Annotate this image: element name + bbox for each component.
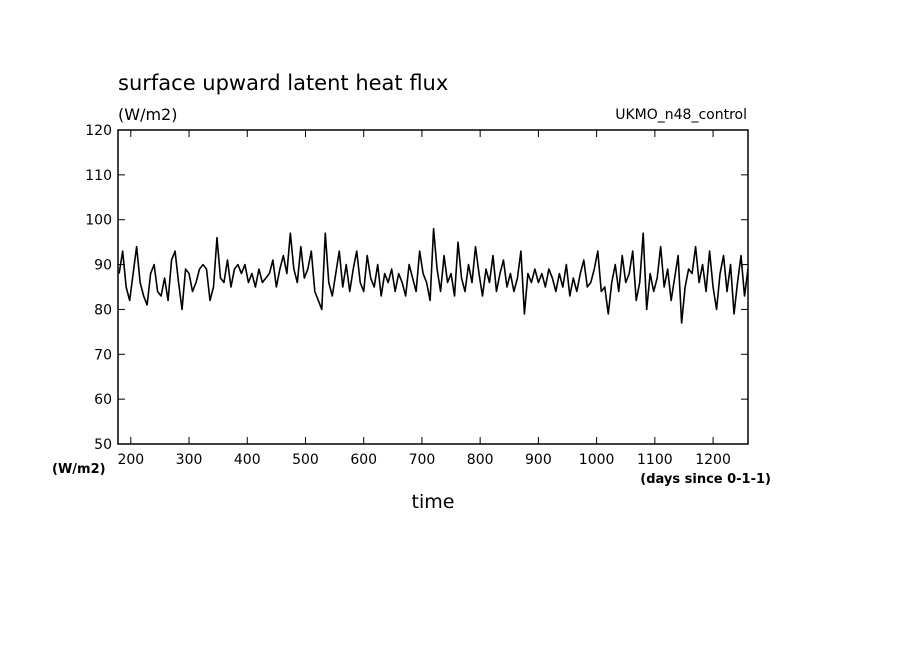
subtitle: UKMO_n48_control bbox=[615, 107, 747, 123]
y-tick-label: 70 bbox=[94, 347, 112, 363]
y-tick-label: 50 bbox=[94, 437, 112, 453]
x-tick-label: 800 bbox=[467, 452, 494, 468]
x-tick-label: 200 bbox=[117, 452, 144, 468]
x-units-label: (days since 0-1-1) bbox=[640, 472, 771, 487]
y-tick-label: 60 bbox=[94, 392, 112, 408]
x-tick-label: 1000 bbox=[579, 452, 615, 468]
plot-frame bbox=[117, 129, 749, 445]
x-axis-label: time bbox=[412, 491, 455, 513]
units-label: (W/m2) bbox=[118, 105, 177, 124]
data-line bbox=[118, 227, 749, 324]
x-tick-label: 300 bbox=[176, 452, 203, 468]
y-axis-label: (W/m2) bbox=[52, 462, 106, 477]
x-tick-label: 1100 bbox=[637, 452, 673, 468]
y-tick-label: 110 bbox=[85, 168, 112, 184]
y-tick-label: 80 bbox=[94, 302, 112, 318]
x-tick-label: 900 bbox=[525, 452, 552, 468]
x-tick-label: 700 bbox=[409, 452, 436, 468]
x-tick-label: 600 bbox=[350, 452, 377, 468]
chart-title: surface upward latent heat flux bbox=[118, 71, 448, 95]
y-tick-label: 90 bbox=[94, 258, 112, 274]
x-tick-label: 400 bbox=[234, 452, 261, 468]
x-tick-label: 500 bbox=[292, 452, 319, 468]
x-tick-label: 1200 bbox=[695, 452, 731, 468]
y-tick-label: 120 bbox=[85, 123, 112, 139]
y-tick-label: 100 bbox=[85, 213, 112, 229]
